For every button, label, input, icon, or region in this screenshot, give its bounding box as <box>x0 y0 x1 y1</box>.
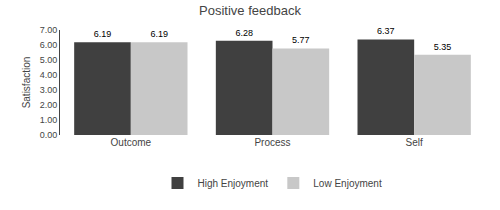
svg-text:6.37: 6.37 <box>377 26 395 36</box>
svg-text:High Enjoyment: High Enjoyment <box>198 178 269 189</box>
svg-text:6.00: 6.00 <box>40 40 58 50</box>
svg-text:6.19: 6.19 <box>150 29 168 39</box>
svg-text:Satisfaction: Satisfaction <box>21 57 32 109</box>
svg-text:Process: Process <box>254 137 290 148</box>
svg-text:5.77: 5.77 <box>292 35 310 45</box>
svg-text:3.00: 3.00 <box>40 85 58 95</box>
svg-text:6.19: 6.19 <box>94 29 112 39</box>
svg-text:Positive feedback: Positive feedback <box>199 3 301 18</box>
svg-text:Low Enjoyment: Low Enjoyment <box>313 178 382 189</box>
svg-text:5.35: 5.35 <box>434 42 452 52</box>
svg-text:0.00: 0.00 <box>40 130 58 140</box>
svg-text:7.00: 7.00 <box>40 25 58 35</box>
svg-text:4.00: 4.00 <box>40 70 58 80</box>
svg-text:5.00: 5.00 <box>40 55 58 65</box>
svg-text:6.28: 6.28 <box>235 28 253 38</box>
svg-text:2.00: 2.00 <box>40 100 58 110</box>
svg-text:Self: Self <box>406 137 423 148</box>
svg-text:1.00: 1.00 <box>40 115 58 125</box>
svg-text:Outcome: Outcome <box>111 137 152 148</box>
